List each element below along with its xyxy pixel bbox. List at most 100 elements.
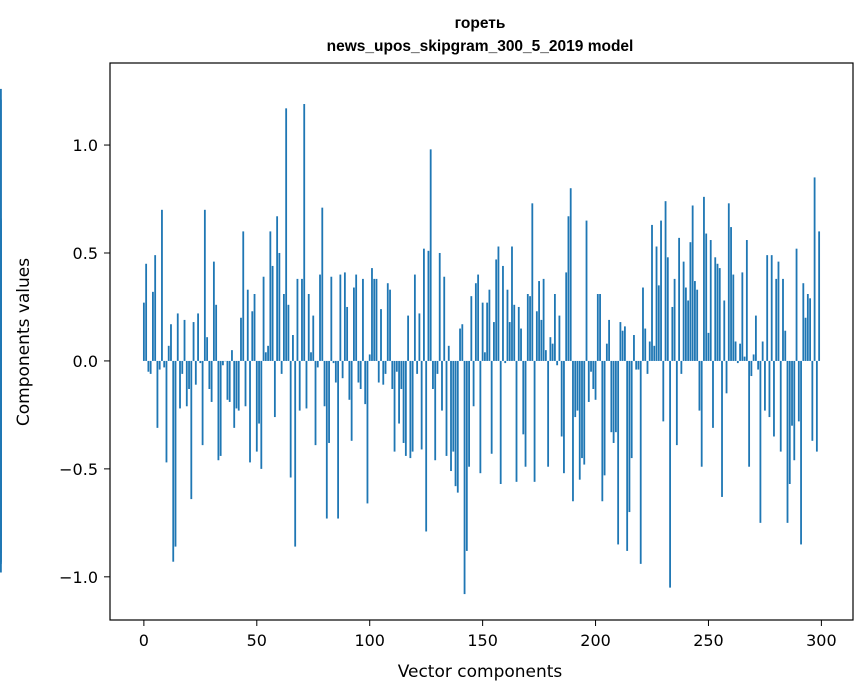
bar <box>689 242 692 361</box>
y-tick-label: 1.0 <box>73 136 98 155</box>
bar <box>382 360 385 385</box>
bar <box>556 360 559 366</box>
bar <box>264 352 267 361</box>
bar <box>657 285 660 361</box>
bar <box>687 300 690 361</box>
bar <box>563 360 565 474</box>
bar <box>802 283 805 361</box>
bar <box>355 274 358 361</box>
bar <box>233 360 236 428</box>
bar <box>167 345 170 361</box>
bar <box>646 360 649 374</box>
bar <box>203 209 206 361</box>
bar <box>700 360 703 467</box>
bar <box>675 360 678 446</box>
bar <box>438 252 441 361</box>
bar <box>664 201 667 361</box>
bar <box>411 360 414 452</box>
bar <box>364 360 367 405</box>
bar <box>533 360 536 482</box>
bar <box>506 289 509 361</box>
bar <box>569 188 572 361</box>
bar <box>750 360 753 377</box>
bar <box>343 272 346 361</box>
bar <box>450 360 452 472</box>
bar <box>190 360 193 500</box>
bar <box>246 289 249 361</box>
bar <box>425 360 428 532</box>
bar <box>357 360 360 383</box>
bar <box>260 360 263 469</box>
bar <box>538 281 540 361</box>
bar <box>312 315 315 361</box>
bar <box>199 360 202 364</box>
bar <box>443 276 446 361</box>
bar <box>231 350 233 361</box>
x-axis-ticks: 0 50 100 150 200 250 300 <box>139 620 837 650</box>
bar <box>334 360 337 383</box>
bar <box>788 360 791 484</box>
bar <box>393 360 396 452</box>
bar <box>499 360 502 484</box>
bar <box>709 240 712 361</box>
bar <box>639 360 642 564</box>
y-tick-label: 0.0 <box>73 352 98 371</box>
bar <box>359 360 362 389</box>
bar <box>413 274 416 361</box>
bar <box>730 227 732 361</box>
bar <box>420 360 423 450</box>
bar <box>544 350 547 361</box>
bar <box>635 360 638 370</box>
bar <box>759 360 762 523</box>
bar <box>217 360 220 461</box>
bar <box>684 287 687 361</box>
bar <box>795 248 798 361</box>
bar <box>445 360 448 456</box>
bar <box>590 360 592 372</box>
bar <box>608 319 610 361</box>
bar <box>671 306 674 361</box>
bar <box>255 360 258 452</box>
bar <box>432 360 434 389</box>
bar <box>0 224 2 361</box>
bar <box>560 360 563 437</box>
bar <box>741 272 744 361</box>
bar <box>736 360 739 364</box>
bar <box>660 220 662 361</box>
bar <box>377 360 380 383</box>
bar <box>547 360 550 467</box>
bar <box>253 294 256 361</box>
bar <box>707 332 710 361</box>
bar <box>441 360 443 411</box>
bar <box>249 360 251 463</box>
y-tick-label: −1.0 <box>59 568 98 587</box>
bar <box>147 360 150 372</box>
bar <box>705 233 708 361</box>
bar <box>407 315 410 361</box>
bar <box>463 360 466 595</box>
bar <box>244 360 247 407</box>
bar <box>434 360 437 461</box>
bar <box>319 274 321 361</box>
bar <box>235 360 238 409</box>
bar <box>524 360 527 467</box>
x-tick-label: 300 <box>806 631 837 650</box>
bar <box>465 360 468 551</box>
bar <box>474 283 477 361</box>
bar <box>429 149 432 361</box>
x-tick-label: 0 <box>139 631 149 650</box>
bar <box>574 360 577 418</box>
bars-group <box>0 88 821 595</box>
bar <box>594 360 597 400</box>
bar <box>142 302 145 361</box>
bar <box>517 306 520 361</box>
bar <box>599 294 601 361</box>
bar <box>459 328 461 361</box>
bar <box>172 360 175 562</box>
bar <box>773 360 775 437</box>
bar <box>603 360 606 476</box>
bar <box>389 289 391 361</box>
bar <box>766 255 769 361</box>
bar <box>301 278 303 361</box>
